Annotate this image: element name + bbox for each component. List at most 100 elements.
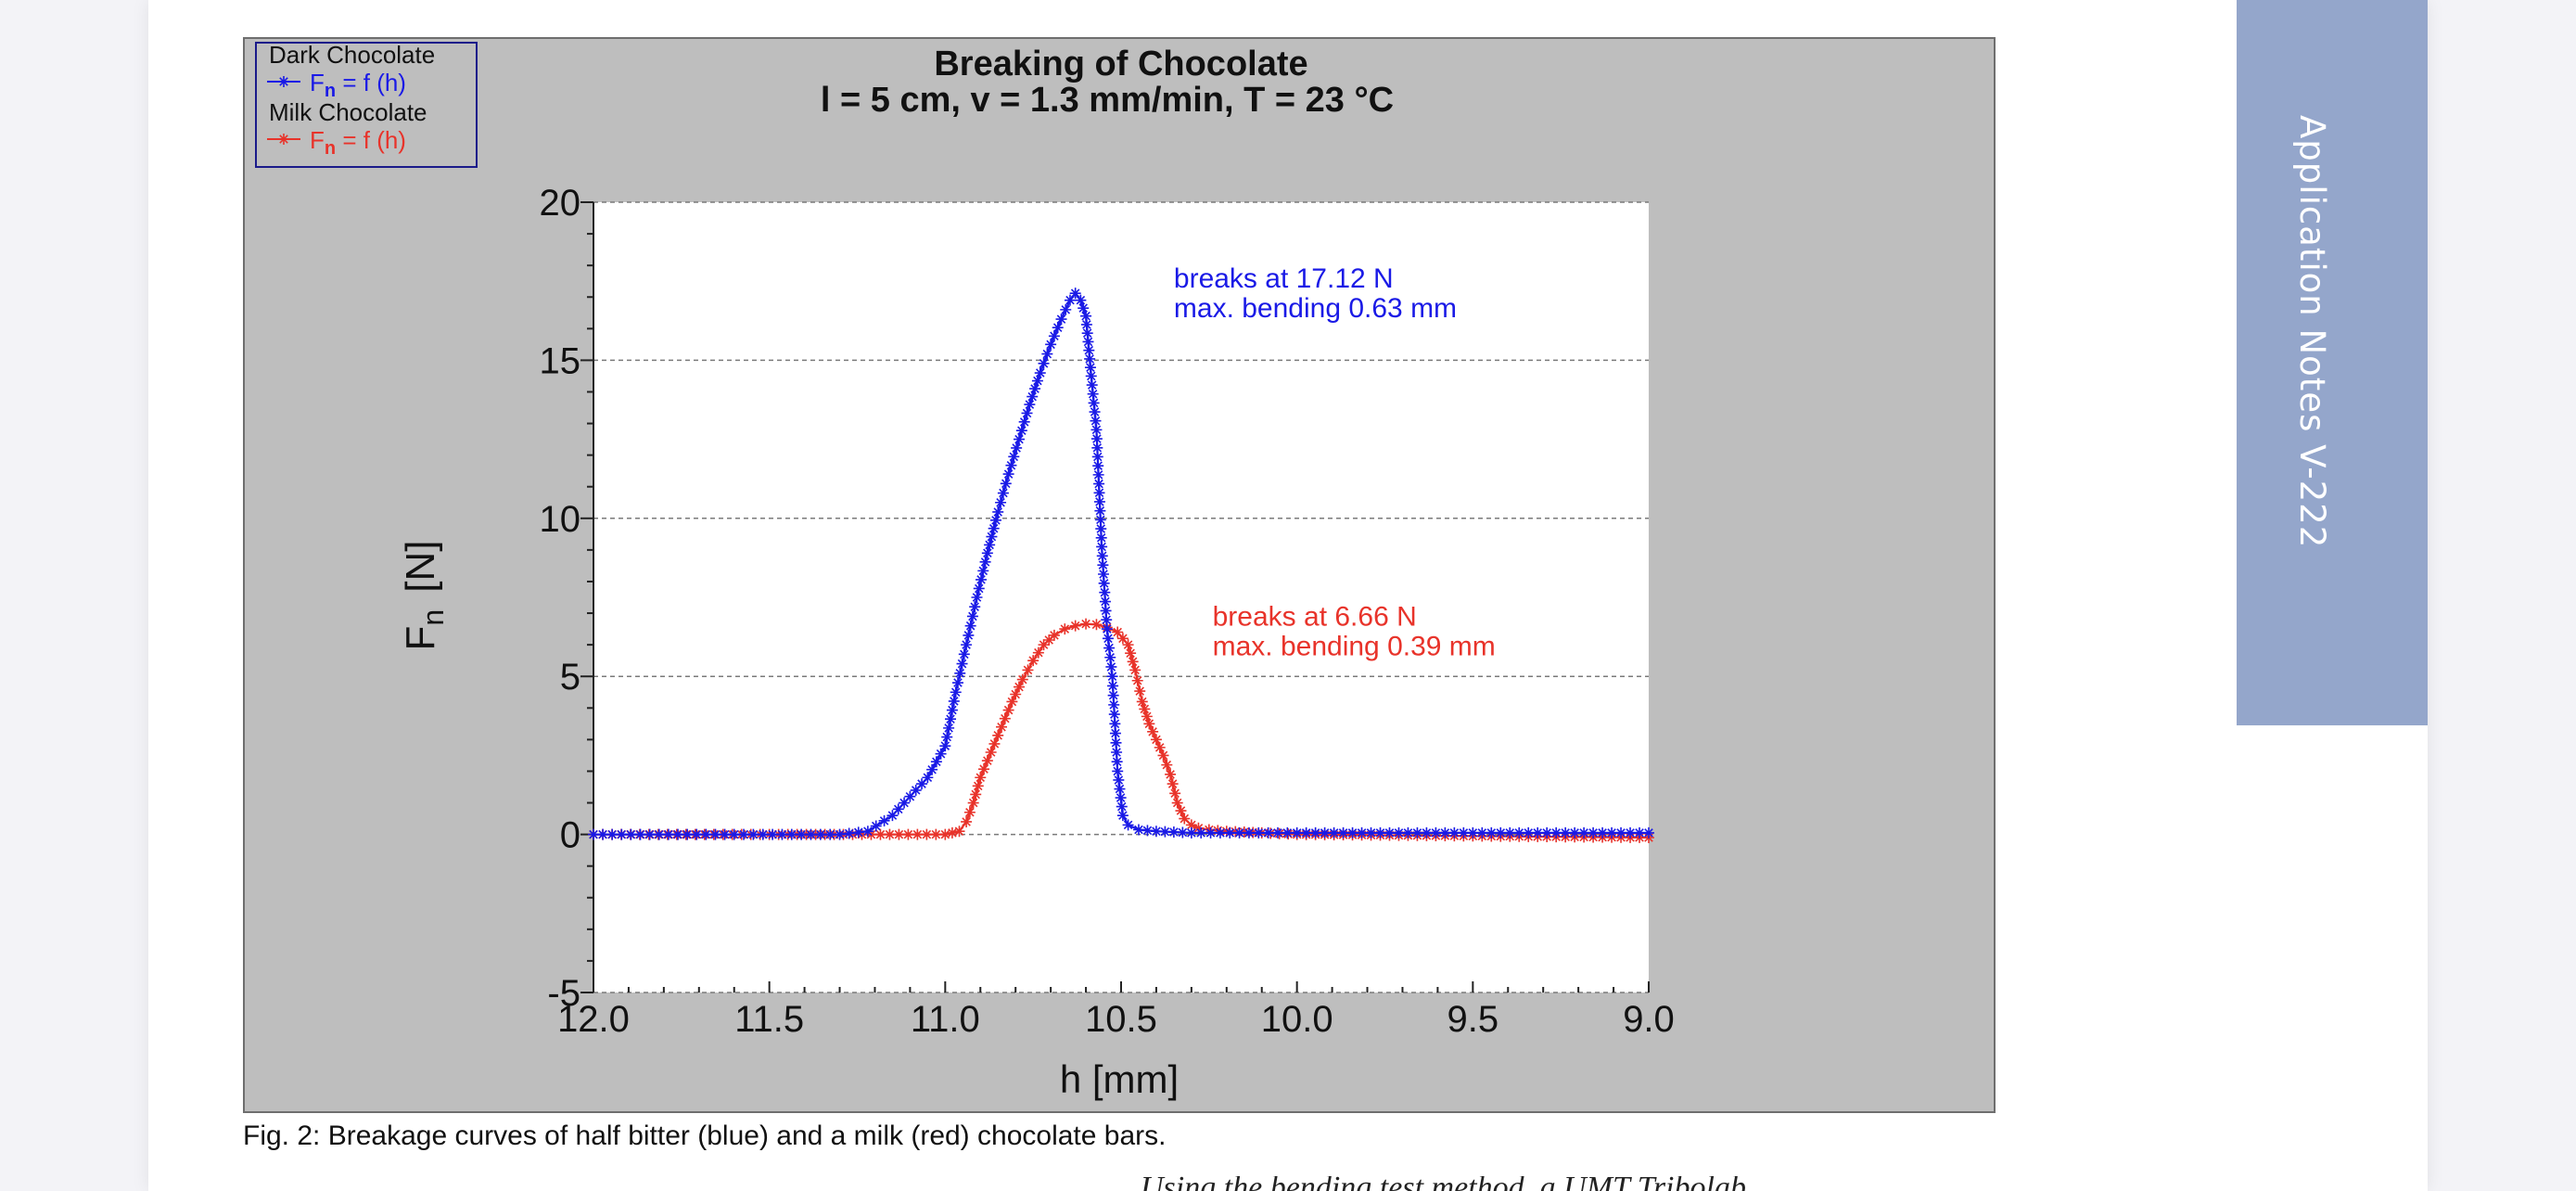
data-point xyxy=(981,547,993,559)
data-point xyxy=(834,828,846,840)
data-point xyxy=(985,746,997,758)
data-point xyxy=(1141,825,1154,837)
data-point xyxy=(1300,826,1312,839)
data-point xyxy=(948,695,960,707)
data-point xyxy=(1205,826,1217,839)
data-point xyxy=(796,828,808,840)
data-point xyxy=(1006,696,1018,708)
data-point xyxy=(1337,826,1349,839)
legend-label-main: F xyxy=(310,69,325,96)
data-point xyxy=(1147,725,1159,737)
data-point xyxy=(757,828,769,840)
data-point xyxy=(1087,388,1099,400)
data-point xyxy=(606,828,618,840)
data-point xyxy=(1625,826,1637,839)
data-point xyxy=(861,826,874,838)
data-point xyxy=(967,797,979,809)
data-point xyxy=(1448,826,1460,839)
data-point xyxy=(1139,703,1151,715)
data-point xyxy=(1094,514,1106,526)
data-point xyxy=(1027,655,1039,667)
data-point xyxy=(1112,765,1124,777)
data-point xyxy=(930,756,942,768)
data-point xyxy=(1081,327,1093,339)
y-tick-label: 5 xyxy=(560,657,580,698)
data-point xyxy=(1101,623,1113,635)
data-point xyxy=(1214,826,1226,839)
data-point xyxy=(922,772,934,784)
chart-figure: 20 15 10 5 0 -5 12.0 11.5 11.0 10.5 10.0 9.5 9.0 h [m… xyxy=(243,37,1996,1113)
data-point xyxy=(1165,768,1177,780)
data-point xyxy=(892,803,904,815)
data-point xyxy=(1116,633,1129,645)
data-point xyxy=(878,814,890,826)
y-tick-label: 20 xyxy=(540,183,581,224)
data-point xyxy=(1075,294,1087,306)
data-point xyxy=(1141,711,1153,723)
data-point xyxy=(1171,797,1183,809)
data-point xyxy=(1495,826,1507,839)
data-point xyxy=(1513,826,1525,839)
data-point xyxy=(1092,468,1104,480)
data-point xyxy=(975,772,987,784)
data-point xyxy=(1098,577,1110,589)
data-point xyxy=(1109,718,1121,730)
data-point xyxy=(995,496,1007,508)
data-point xyxy=(653,828,665,840)
data-point xyxy=(1569,826,1581,839)
data-point xyxy=(1018,416,1030,428)
legend-entry-label: Fn = f (h) xyxy=(310,126,406,159)
data-point xyxy=(1090,619,1103,631)
data-point xyxy=(1136,696,1148,708)
data-point xyxy=(902,828,914,840)
data-point xyxy=(1097,559,1109,571)
data-point xyxy=(1091,451,1103,463)
data-point xyxy=(1013,681,1025,693)
data-point xyxy=(1090,433,1103,445)
data-point xyxy=(1154,741,1166,753)
data-point xyxy=(1588,826,1600,839)
data-point xyxy=(886,810,899,822)
data-point xyxy=(814,828,826,840)
data-point xyxy=(1615,826,1627,839)
data-point xyxy=(941,731,953,743)
data-point xyxy=(1099,596,1111,608)
data-point xyxy=(767,828,779,840)
data-point xyxy=(616,828,628,840)
data-point xyxy=(953,826,965,838)
data-point xyxy=(1127,656,1139,668)
data-point xyxy=(1098,569,1110,581)
data-point xyxy=(988,522,1000,534)
data-point xyxy=(662,828,674,840)
chart-title: Breaking of Chocolate xyxy=(934,45,1307,83)
data-point xyxy=(996,721,1008,733)
data-point xyxy=(1224,826,1236,839)
y-axis-label-sub: n xyxy=(416,609,450,626)
data-point xyxy=(1532,826,1544,839)
side-tab: Application Notes V-222 xyxy=(2237,0,2428,725)
data-point xyxy=(961,639,973,651)
annotation-text: breaks at 6.66 N xyxy=(1213,602,1417,633)
data-point xyxy=(946,826,958,839)
data-point xyxy=(1080,618,1092,630)
data-point xyxy=(1002,704,1014,716)
data-point xyxy=(1122,819,1134,831)
data-point xyxy=(1116,810,1129,822)
data-point xyxy=(700,828,712,840)
data-point xyxy=(682,828,694,840)
data-point xyxy=(988,737,1001,749)
data-point xyxy=(1179,813,1191,825)
data-point xyxy=(912,828,924,840)
data-point xyxy=(1084,352,1096,365)
data-point xyxy=(1034,367,1046,379)
y-tick-label: 15 xyxy=(540,340,581,381)
chart: 20 15 10 5 0 -512.0 11.5 11.0 10.5 10.0 9.5 9.0 h [m… xyxy=(255,41,1675,1101)
y-tick-label: 0 xyxy=(560,815,580,856)
data-point xyxy=(1100,605,1112,617)
data-point xyxy=(979,556,991,568)
chart-subtitle: l = 5 cm, v = 1.3 mm/min, T = 23 °C xyxy=(821,81,1394,120)
data-point xyxy=(1131,674,1143,686)
data-point xyxy=(738,828,750,840)
data-point xyxy=(1103,642,1116,654)
data-point xyxy=(1107,680,1119,692)
